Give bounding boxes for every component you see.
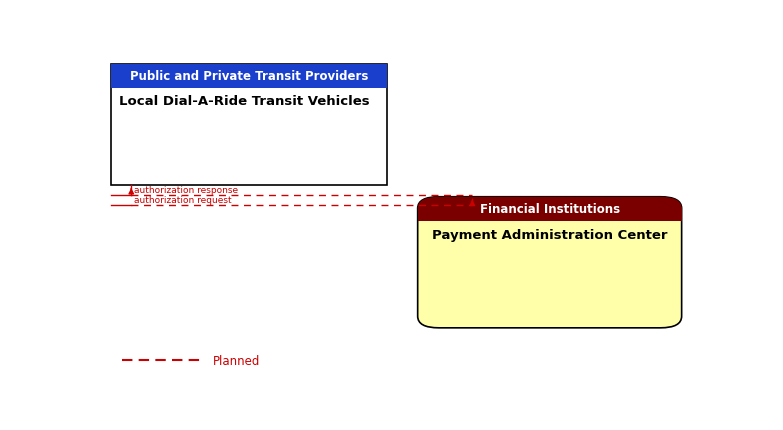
Text: Public and Private Transit Providers: Public and Private Transit Providers bbox=[130, 70, 369, 83]
FancyBboxPatch shape bbox=[417, 197, 682, 221]
FancyBboxPatch shape bbox=[417, 208, 682, 221]
FancyBboxPatch shape bbox=[417, 197, 682, 328]
Text: Local Dial-A-Ride Transit Vehicles: Local Dial-A-Ride Transit Vehicles bbox=[118, 95, 369, 108]
FancyBboxPatch shape bbox=[111, 65, 388, 89]
Text: authorization response: authorization response bbox=[135, 185, 238, 194]
Text: Payment Administration Center: Payment Administration Center bbox=[432, 228, 667, 241]
FancyBboxPatch shape bbox=[111, 65, 388, 186]
Text: Planned: Planned bbox=[213, 354, 261, 367]
Text: Financial Institutions: Financial Institutions bbox=[480, 203, 619, 216]
Text: authorization request: authorization request bbox=[135, 195, 232, 204]
